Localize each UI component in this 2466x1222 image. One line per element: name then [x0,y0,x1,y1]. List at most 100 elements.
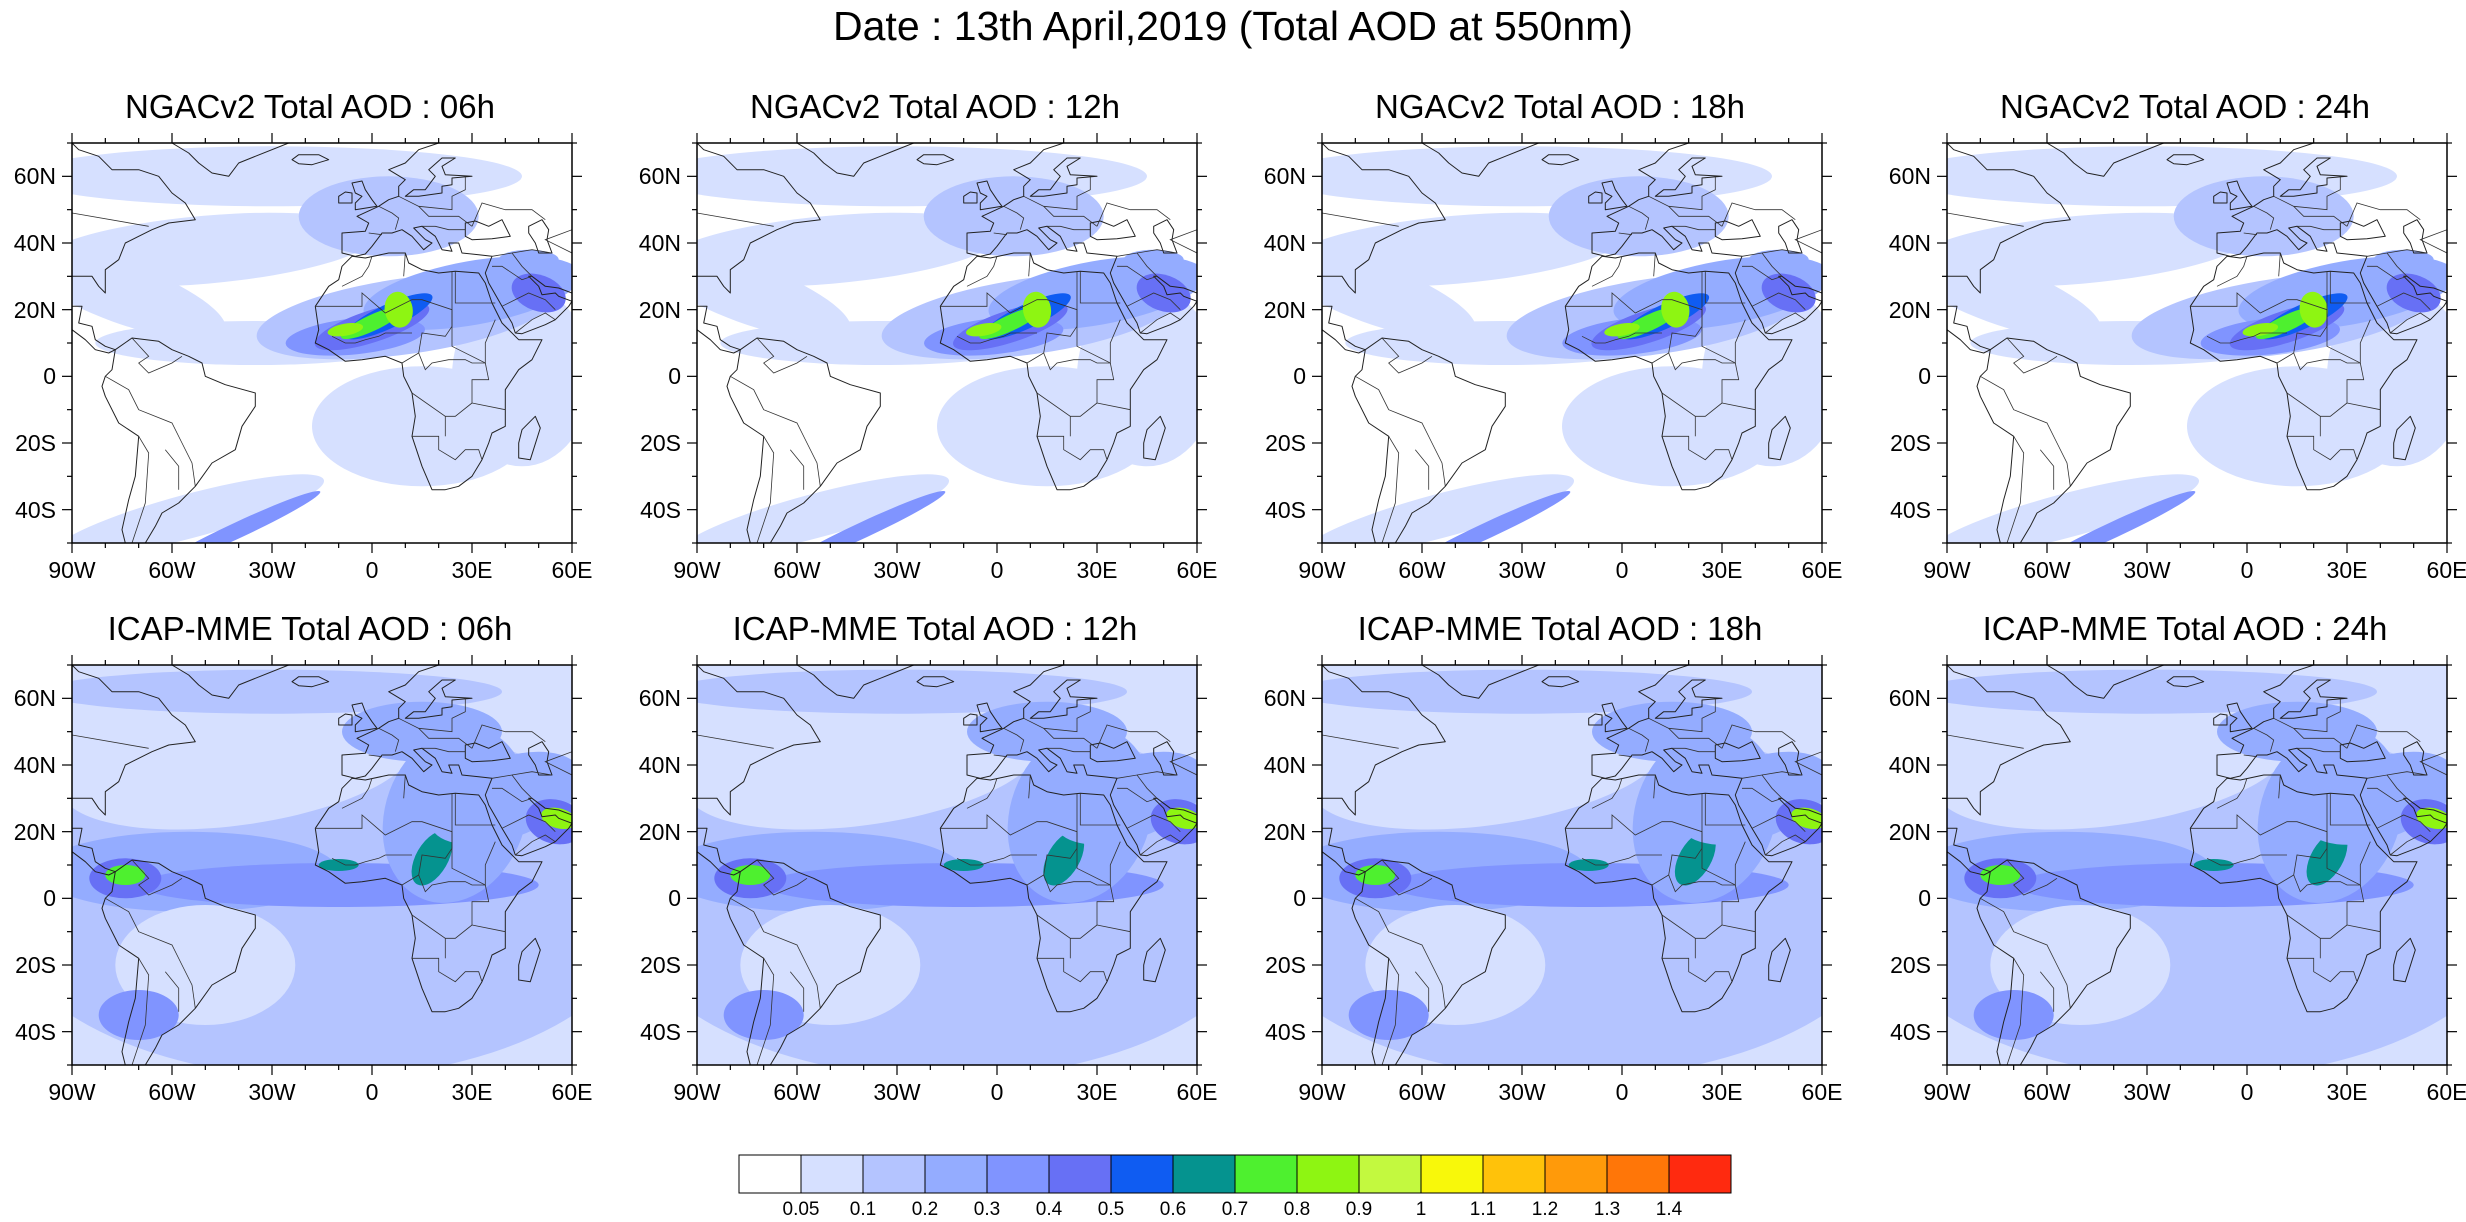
aod-patch [1322,245,1476,341]
madagascar-outline [1768,937,1791,983]
country-border [2346,924,2381,933]
country-border [2366,252,2408,277]
country-border [511,771,553,776]
aod-field [1322,146,1822,543]
uk-outline [976,180,1003,211]
country-border [2278,252,2281,277]
aod-patch [1348,990,1429,1040]
longitude-label: 60W [1398,557,1446,583]
longitude-label: 30E [2326,557,2368,583]
latitude-label: 40S [1265,1018,1306,1045]
map-panel: NGACv2 Total AOD : 24h 60N 40N 20N 0 20S 40S 90… [1875,88,2466,612]
country-border [1947,734,2024,749]
country-border [412,435,483,461]
colorbar-label: 0.6 [1159,1199,1187,1220]
longitude-label: 90W [1298,1079,1346,1105]
country-border [1117,265,1158,281]
country-border [1980,375,2071,487]
ireland-outline [1588,191,1603,204]
country-border [471,724,546,749]
latitude-label: 20S [640,430,681,456]
latitude-label: 20S [1265,430,1306,456]
country-border [1662,435,1733,461]
country-border [2366,774,2408,799]
country-border [105,375,196,487]
longitude-label: 30E [1701,557,1743,583]
aod-patch [2243,941,2384,1022]
ireland-outline [963,713,978,726]
latitude-label: 0 [43,363,56,390]
aod-patch [2299,291,2328,328]
axis-ticks [687,655,1207,1075]
country-border [418,728,473,749]
latitude-label: 20N [13,818,56,845]
aod-patch [72,245,226,341]
country-border [1794,751,1822,776]
central-america-outline [1947,827,1991,876]
aod-patch [1043,831,1085,886]
longitude-label: 0 [990,557,1004,583]
aod-patch [1947,245,2101,341]
longitude-label: 30W [873,557,921,583]
colorbar-label: 0.5 [1097,1199,1125,1220]
country-border [1668,352,1736,371]
aod-patch [2193,859,2234,871]
country-border [1043,206,1098,227]
country-border [2243,232,2258,236]
aod-map [1312,133,1832,553]
country-border [2376,814,2431,832]
latitude-label: 60N [1888,163,1931,190]
iceland-outline [916,154,955,166]
country-border [2039,449,2055,490]
country-border [756,436,775,543]
country-border [544,229,572,254]
greenland-outline [2046,143,2165,177]
country-border [418,206,473,227]
longitude-label: 60E [2426,557,2466,583]
baltic-outline [1029,679,1098,719]
latitude-label: 40S [640,1018,681,1045]
country-border [2006,436,2025,543]
uk-outline [976,702,1003,733]
uk-outline [351,180,378,211]
country-border [491,252,533,277]
axis-ticks [1937,655,2457,1075]
country-border [2346,724,2421,749]
longitude-label: 30W [2123,557,2171,583]
country-border [1096,924,1131,933]
coastlines [1322,143,1822,543]
latitude-label: 40S [640,496,681,523]
country-border [403,774,406,799]
country-border [131,337,183,374]
country-border [1721,724,1796,749]
country-border [2006,859,2058,896]
country-border [1581,332,1662,344]
country-border [2006,337,2058,374]
latitude-label: 0 [1293,363,1306,390]
iceland-outline [916,676,955,688]
colorbar-swatch [1234,1154,1298,1194]
aod-patch [72,474,325,543]
longitude-label: 60W [773,1079,821,1105]
aod-patch [511,273,566,313]
aod-patch [923,176,1104,257]
country-border [1741,252,1783,277]
colorbar-swatch [800,1154,864,1194]
country-border [1794,229,1822,254]
map-panel: ICAP-MME Total AOD : 12h 60N 40N 20N 0 20S 40S… [625,610,1245,1134]
country-border [1043,874,1111,893]
aod-map [62,655,582,1075]
country-border [2287,435,2358,461]
aod-map [687,655,1207,1075]
baltic-outline [404,679,473,719]
longitude-label: 30W [1498,1079,1546,1105]
latitude-label: 20N [1888,296,1931,323]
south-america-outline [1351,337,1506,543]
madagascar-outline [518,415,541,461]
panel-title: ICAP-MME Total AOD : 18h [1357,610,1763,647]
country-border [1668,206,1723,227]
aod-patch [697,669,1127,714]
latitude-label: 40N [1888,230,1931,256]
country-border [2006,958,2025,1065]
country-border [398,698,466,733]
